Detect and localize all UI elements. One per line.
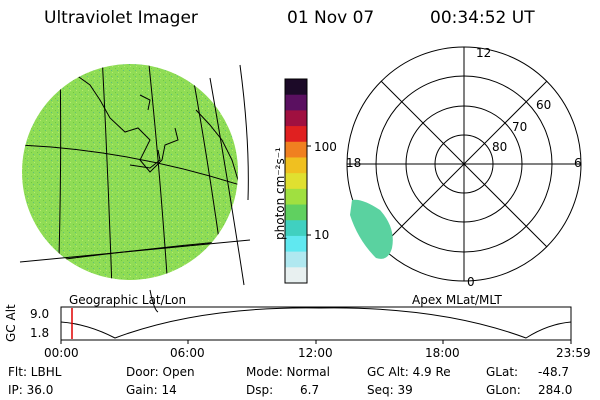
dsp-label: Dsp:: [246, 383, 274, 397]
globe-caption: Geographic Lat/Lon: [69, 293, 187, 307]
colorbar-tick-100: 100: [314, 140, 337, 154]
colorbar-segment: [285, 126, 307, 143]
dsp-value: 6.7: [300, 383, 320, 397]
colorbar-segment: [285, 110, 307, 127]
time-label: 00:34:52 UT: [430, 8, 535, 28]
door-field: Door: Open: [126, 365, 195, 379]
alt-ytick-1-8: 1.8: [30, 326, 50, 340]
gc-alt-field: GC Alt: 4.9 Re: [367, 365, 451, 379]
colorbar-segment: [285, 235, 307, 253]
glat-value: -48.7: [538, 365, 570, 379]
colorbar-segment: [285, 220, 307, 237]
flt-field: Flt: LBHL: [8, 365, 62, 379]
mlt-label-0: 0: [467, 275, 475, 289]
lat-label-60: 60: [536, 98, 552, 112]
mlt-label-6: 6: [574, 156, 582, 170]
altitude-plot: [60, 306, 572, 344]
colorbar-segment: [285, 267, 307, 284]
lat-label-70: 70: [512, 120, 528, 134]
colorbar-unit-label: photon cm⁻²s⁻¹: [273, 147, 287, 240]
alt-xtick-0000: 00:00: [44, 346, 79, 360]
alt-ylabel: GC Alt: [4, 304, 18, 342]
colorbar: [284, 78, 311, 284]
colorbar-segment: [285, 204, 307, 221]
colorbar-segment: [285, 173, 307, 190]
polar-caption: Apex MLat/MLT: [412, 293, 502, 307]
colorbar-segment: [285, 188, 307, 206]
mlt-label-18: 18: [346, 156, 362, 170]
alt-xtick-1800: 18:00: [425, 346, 460, 360]
instrument-title: Ultraviolet Imager: [44, 8, 198, 28]
gain-field: Gain: 14: [126, 383, 177, 397]
lat-label-80: 80: [492, 140, 508, 154]
colorbar-segment: [285, 251, 307, 268]
glat-label: GLat:: [486, 365, 519, 379]
globe-image: [19, 64, 251, 313]
colorbar-segment: [285, 79, 307, 96]
mode-field: Mode: Normal: [246, 365, 330, 379]
mlt-label-12: 12: [476, 46, 492, 60]
polar-plot: [346, 46, 582, 282]
alt-xtick-1200: 12:00: [298, 346, 333, 360]
seq-field: Seq: 39: [367, 383, 413, 397]
colorbar-segment: [285, 94, 307, 111]
colorbar-segment: [285, 141, 307, 158]
ip-field: IP: 36.0: [8, 383, 54, 397]
alt-xtick-0600: 06:00: [170, 346, 205, 360]
date-label: 01 Nov 07: [287, 8, 375, 28]
alt-xtick-2359: 23:59: [556, 346, 591, 360]
glon-label: GLon:: [486, 383, 521, 397]
colorbar-segment: [285, 157, 307, 174]
alt-ytick-9: 9.0: [30, 307, 50, 321]
glon-value: 284.0: [538, 383, 573, 397]
colorbar-tick-10: 10: [314, 228, 330, 242]
